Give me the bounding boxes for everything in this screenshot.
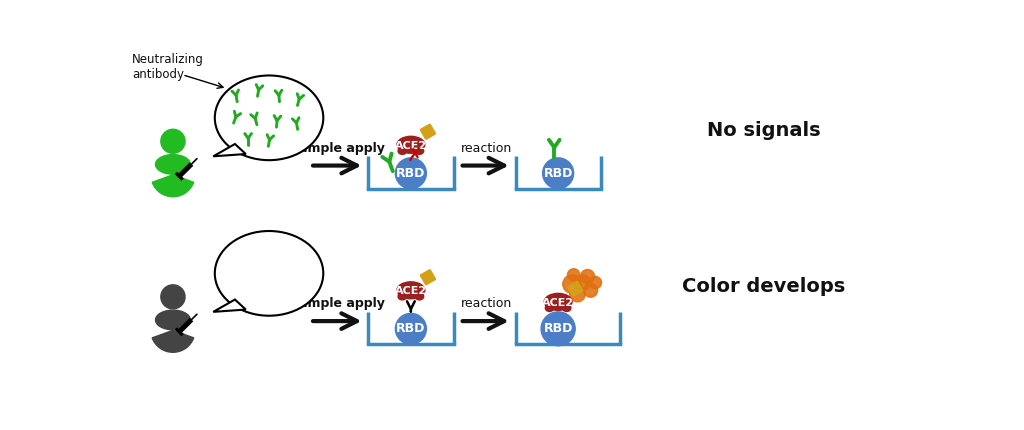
- Ellipse shape: [156, 155, 190, 174]
- Text: reaction: reaction: [461, 142, 512, 155]
- Circle shape: [161, 129, 185, 154]
- Text: ACE2: ACE2: [542, 298, 574, 307]
- Circle shape: [395, 158, 426, 189]
- Text: Neutralizing
antibody: Neutralizing antibody: [132, 53, 204, 81]
- Ellipse shape: [544, 293, 572, 310]
- Text: Sample apply: Sample apply: [290, 297, 385, 310]
- Ellipse shape: [398, 147, 407, 154]
- Polygon shape: [213, 144, 246, 157]
- FancyBboxPatch shape: [421, 124, 435, 139]
- Text: Sample apply: Sample apply: [290, 142, 385, 155]
- Wedge shape: [153, 175, 194, 197]
- Text: Color develops: Color develops: [682, 277, 845, 296]
- Circle shape: [567, 269, 580, 281]
- Circle shape: [563, 275, 582, 293]
- Text: ACE2: ACE2: [395, 141, 427, 150]
- Ellipse shape: [415, 293, 424, 300]
- Ellipse shape: [397, 136, 425, 153]
- Circle shape: [569, 286, 586, 302]
- Polygon shape: [213, 300, 246, 312]
- Ellipse shape: [398, 293, 407, 300]
- Circle shape: [584, 283, 598, 297]
- Ellipse shape: [546, 304, 554, 311]
- Ellipse shape: [215, 231, 324, 316]
- Wedge shape: [153, 330, 194, 352]
- Circle shape: [589, 276, 601, 289]
- Text: RBD: RBD: [396, 167, 426, 180]
- Text: RBD: RBD: [544, 167, 572, 180]
- Text: reaction: reaction: [461, 297, 512, 310]
- Circle shape: [543, 158, 573, 189]
- Ellipse shape: [215, 76, 324, 160]
- FancyBboxPatch shape: [567, 281, 583, 296]
- Text: ✗: ✗: [407, 147, 423, 166]
- Text: RBD: RBD: [396, 322, 426, 335]
- Text: ACE2: ACE2: [395, 286, 427, 296]
- Circle shape: [395, 313, 426, 344]
- Circle shape: [541, 312, 575, 346]
- Ellipse shape: [156, 310, 190, 330]
- FancyBboxPatch shape: [421, 270, 435, 285]
- Ellipse shape: [562, 304, 571, 311]
- Ellipse shape: [397, 282, 425, 299]
- Text: RBD: RBD: [544, 322, 572, 335]
- Circle shape: [161, 285, 185, 309]
- Circle shape: [581, 270, 595, 283]
- Ellipse shape: [415, 147, 424, 154]
- Text: No signals: No signals: [707, 121, 820, 141]
- Circle shape: [575, 275, 591, 290]
